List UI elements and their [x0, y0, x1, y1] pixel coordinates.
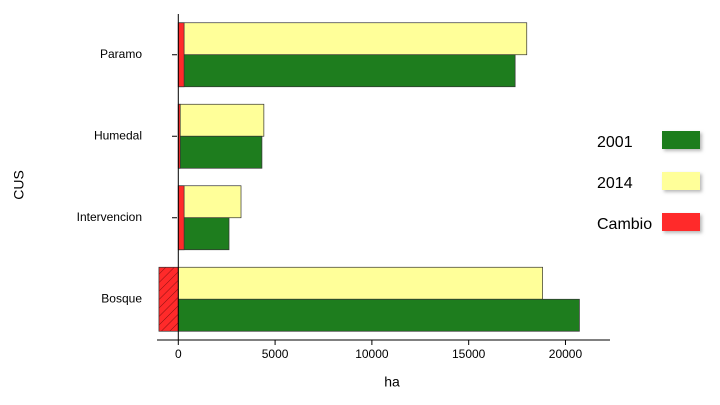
x-axis-label: ha — [384, 374, 400, 390]
bar — [177, 103, 265, 137]
legend-swatch — [662, 131, 700, 149]
bar — [177, 22, 528, 56]
bar — [177, 22, 185, 88]
y-axis-label: CUS — [11, 170, 27, 200]
bar — [177, 298, 580, 332]
bar — [177, 217, 230, 251]
x-tick-label: 10000 — [355, 347, 389, 361]
bar — [177, 266, 543, 300]
bar — [177, 135, 263, 169]
legend-label: 2001 — [597, 134, 633, 151]
y-tick-label: Bosque — [101, 291, 142, 305]
bar — [177, 185, 242, 219]
bar — [177, 185, 185, 251]
legend-label: 2014 — [597, 175, 633, 192]
legend-label: Cambio — [597, 216, 652, 233]
x-tick-label: 5000 — [262, 347, 289, 361]
bar-hatch — [158, 267, 179, 332]
x-tick-label: 15000 — [452, 347, 486, 361]
y-tick-label: Intervencion — [77, 210, 142, 224]
y-tick-label: Humedal — [94, 128, 142, 142]
legend-swatch — [662, 172, 700, 190]
bar — [177, 54, 516, 88]
x-tick-label: 20000 — [549, 347, 583, 361]
y-tick-label: Paramo — [100, 47, 142, 61]
x-tick-label: 0 — [175, 347, 182, 361]
legend-swatch — [662, 213, 700, 231]
